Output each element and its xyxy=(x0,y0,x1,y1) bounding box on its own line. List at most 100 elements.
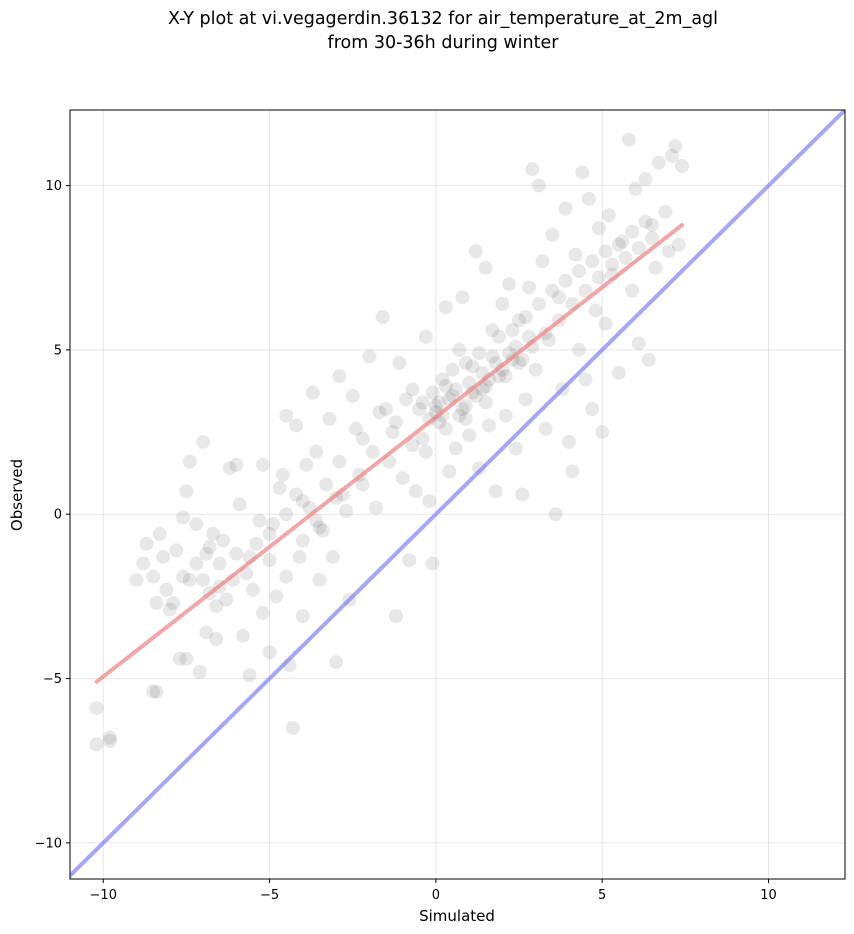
scatter-point-3 xyxy=(102,730,117,745)
scatter-point-241 xyxy=(202,540,217,555)
scatter-point-183 xyxy=(452,408,467,423)
scatter-point-171 xyxy=(365,444,380,459)
scatter-point-147 xyxy=(169,543,184,558)
scatter-point-204 xyxy=(591,270,606,285)
scatter-point-123 xyxy=(598,316,613,331)
scatter-point-40 xyxy=(285,720,300,735)
scatter-point-201 xyxy=(571,264,586,279)
scatter-point-212 xyxy=(645,231,660,246)
scatter-point-180 xyxy=(432,395,447,410)
scatter-point-192 xyxy=(512,356,527,371)
scatter-point-28 xyxy=(229,546,244,561)
scatter-point-148 xyxy=(182,572,197,587)
scatter-point-144 xyxy=(136,556,151,571)
scatter-point-131 xyxy=(631,336,646,351)
scatter-point-11 xyxy=(166,595,181,610)
scatter-point-229 xyxy=(415,395,430,410)
scatter-point-7 xyxy=(146,569,161,584)
scatter-point-208 xyxy=(618,250,633,265)
scatter-point-219 xyxy=(468,388,483,403)
scatter-point-76 xyxy=(442,464,457,479)
scatter-point-141 xyxy=(671,237,686,252)
x-tick-label-0: −10 xyxy=(90,888,117,903)
scatter-point-174 xyxy=(388,415,403,430)
ticks-layer: −10 −5 0 5 10 −10 −5 0 5 10 xyxy=(35,179,777,903)
scatter-point-96 xyxy=(508,441,523,456)
points-layer xyxy=(89,132,690,752)
scatter-point-98 xyxy=(515,487,530,502)
y-tick-label-1: −5 xyxy=(43,672,62,687)
scatter-point-30 xyxy=(242,668,257,683)
scatter-point-135 xyxy=(648,260,663,275)
scatter-point-114 xyxy=(568,247,583,262)
scatter-point-9 xyxy=(156,549,171,564)
scatter-point-146 xyxy=(162,602,177,617)
scatter-point-132 xyxy=(638,172,653,187)
scatter-point-202 xyxy=(578,283,593,298)
x-axis-label: Simulated xyxy=(419,907,495,925)
scatter-point-108 xyxy=(548,507,563,522)
scatter-point-158 xyxy=(265,517,280,532)
scatter-point-56 xyxy=(355,431,370,446)
scatter-point-60 xyxy=(378,402,393,417)
scatter-point-226 xyxy=(515,352,530,367)
scatter-point-199 xyxy=(558,273,573,288)
y-tick-label-0: −10 xyxy=(35,836,62,851)
scatter-point-166 xyxy=(325,549,340,564)
scatter-point-117 xyxy=(578,372,593,387)
scatter-point-228 xyxy=(422,411,437,426)
scatter-point-27 xyxy=(229,457,244,472)
scatter-point-119 xyxy=(585,402,600,417)
y-tick-label-3: 5 xyxy=(54,343,62,358)
scatter-point-62 xyxy=(388,609,403,624)
scatter-point-25 xyxy=(219,592,234,607)
scatter-point-61 xyxy=(385,425,400,440)
scatter-point-203 xyxy=(585,254,600,269)
scatter-point-104 xyxy=(535,254,550,269)
scatter-point-22 xyxy=(206,526,221,541)
scatter-point-168 xyxy=(339,503,354,518)
scatter-point-136 xyxy=(651,155,666,170)
scatter-point-64 xyxy=(395,471,410,486)
scatter-point-20 xyxy=(199,625,214,640)
scatter-point-128 xyxy=(621,132,636,147)
scatter-point-41 xyxy=(289,418,304,433)
scatter-point-195 xyxy=(531,296,546,311)
scatter-point-189 xyxy=(492,329,507,344)
y-tick-label-2: 0 xyxy=(54,508,62,523)
scatter-point-31 xyxy=(245,582,260,597)
scatter-point-130 xyxy=(628,181,643,196)
scatter-point-79 xyxy=(452,342,467,357)
scatter-point-74 xyxy=(435,372,450,387)
scatter-point-126 xyxy=(611,365,626,380)
scatter-point-115 xyxy=(571,342,586,357)
scatter-point-59 xyxy=(375,310,390,325)
scatter-point-234 xyxy=(279,507,294,522)
scatter-point-93 xyxy=(498,408,513,423)
scatter-point-134 xyxy=(645,218,660,233)
scatter-point-209 xyxy=(625,224,640,239)
scatter-point-75 xyxy=(438,300,453,315)
scatter-point-162 xyxy=(295,533,310,548)
scatter-point-10 xyxy=(159,582,174,597)
line-series-1 xyxy=(94,223,685,684)
scatter-point-102 xyxy=(528,362,543,377)
scatter-point-207 xyxy=(611,237,626,252)
scatter-point-167 xyxy=(332,454,347,469)
scatter-point-105 xyxy=(538,421,553,436)
scatter-point-48 xyxy=(315,523,330,538)
scatter-point-69 xyxy=(418,329,433,344)
scatter-point-159 xyxy=(275,467,290,482)
scatter-point-82 xyxy=(462,428,477,443)
scatter-point-149 xyxy=(189,517,204,532)
scatter-point-32 xyxy=(252,513,267,528)
scatter-point-35 xyxy=(262,645,277,660)
scatter-point-176 xyxy=(405,438,420,453)
scatter-point-85 xyxy=(472,461,487,476)
scatter-point-17 xyxy=(189,556,204,571)
scatter-point-160 xyxy=(279,569,294,584)
scatter-point-81 xyxy=(458,398,473,413)
scatter-point-197 xyxy=(545,283,560,298)
scatter-point-54 xyxy=(345,388,360,403)
